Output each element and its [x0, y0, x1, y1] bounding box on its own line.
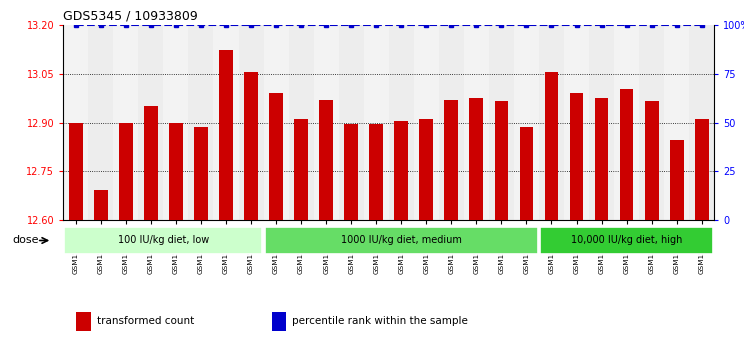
- Bar: [420, 119, 433, 220]
- Text: 100 IU/kg diet, low: 100 IU/kg diet, low: [118, 236, 209, 245]
- Bar: [514, 25, 539, 220]
- Bar: [464, 25, 489, 220]
- Text: 10,000 IU/kg diet, high: 10,000 IU/kg diet, high: [571, 236, 682, 245]
- Bar: [194, 127, 208, 220]
- Bar: [645, 102, 658, 220]
- Bar: [695, 119, 708, 220]
- Bar: [364, 25, 389, 220]
- Bar: [219, 50, 233, 220]
- Bar: [69, 122, 83, 220]
- Bar: [289, 25, 314, 220]
- Bar: [294, 119, 308, 220]
- Text: transformed count: transformed count: [97, 316, 194, 326]
- Bar: [444, 100, 458, 220]
- Text: GDS5345 / 10933809: GDS5345 / 10933809: [63, 10, 198, 23]
- Bar: [65, 227, 263, 254]
- Bar: [113, 25, 138, 220]
- Bar: [495, 102, 508, 220]
- Bar: [89, 25, 113, 220]
- Bar: [389, 25, 414, 220]
- Bar: [469, 98, 484, 220]
- Bar: [394, 121, 408, 220]
- Bar: [63, 25, 89, 220]
- Bar: [614, 25, 639, 220]
- Bar: [169, 122, 183, 220]
- Bar: [670, 140, 684, 220]
- Bar: [545, 72, 559, 220]
- Bar: [414, 25, 439, 220]
- Bar: [164, 25, 188, 220]
- Bar: [119, 122, 132, 220]
- Bar: [339, 25, 364, 220]
- Bar: [144, 106, 158, 220]
- Bar: [272, 312, 286, 331]
- Bar: [620, 89, 633, 220]
- Bar: [594, 98, 609, 220]
- Bar: [519, 127, 533, 220]
- Text: percentile rank within the sample: percentile rank within the sample: [292, 316, 468, 326]
- Bar: [539, 25, 564, 220]
- Bar: [188, 25, 214, 220]
- Bar: [263, 25, 289, 220]
- Text: dose: dose: [12, 236, 39, 245]
- Bar: [540, 227, 713, 254]
- Bar: [265, 227, 538, 254]
- Bar: [239, 25, 263, 220]
- Bar: [344, 124, 358, 220]
- Bar: [77, 312, 91, 331]
- Bar: [570, 93, 583, 220]
- Bar: [214, 25, 239, 220]
- Bar: [489, 25, 514, 220]
- Bar: [439, 25, 464, 220]
- Bar: [269, 93, 283, 220]
- Bar: [314, 25, 339, 220]
- Bar: [664, 25, 689, 220]
- Bar: [369, 124, 383, 220]
- Bar: [589, 25, 614, 220]
- Bar: [319, 100, 333, 220]
- Text: 1000 IU/kg diet, medium: 1000 IU/kg diet, medium: [341, 236, 462, 245]
- Bar: [639, 25, 664, 220]
- Bar: [244, 72, 258, 220]
- Bar: [138, 25, 164, 220]
- Bar: [94, 191, 108, 220]
- Bar: [689, 25, 714, 220]
- Bar: [564, 25, 589, 220]
